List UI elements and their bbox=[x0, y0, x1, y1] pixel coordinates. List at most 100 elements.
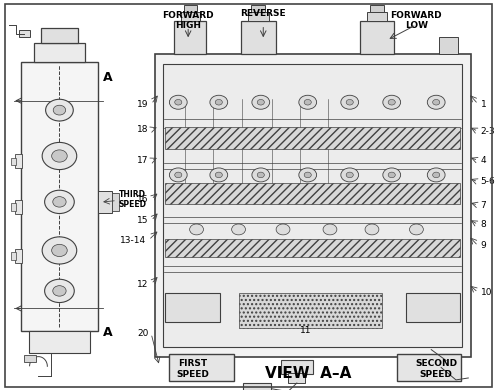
Text: 19: 19 bbox=[137, 100, 148, 109]
Bar bbox=[396, 354, 461, 381]
Circle shape bbox=[215, 99, 222, 105]
Circle shape bbox=[174, 99, 182, 105]
Bar bbox=[166, 239, 460, 256]
Bar bbox=[154, 54, 471, 357]
Bar bbox=[170, 354, 234, 381]
Circle shape bbox=[257, 99, 264, 105]
Circle shape bbox=[170, 168, 187, 182]
Text: 1: 1 bbox=[480, 100, 486, 109]
Circle shape bbox=[170, 95, 187, 109]
Text: A: A bbox=[102, 71, 113, 84]
Text: 2-3: 2-3 bbox=[480, 127, 496, 136]
Circle shape bbox=[304, 172, 312, 178]
Bar bbox=[370, 5, 384, 12]
Bar bbox=[360, 21, 394, 54]
Circle shape bbox=[174, 172, 182, 178]
Circle shape bbox=[53, 105, 66, 115]
Circle shape bbox=[42, 237, 76, 264]
Circle shape bbox=[232, 224, 245, 235]
Bar bbox=[12, 203, 16, 211]
Bar bbox=[28, 332, 90, 353]
Bar bbox=[252, 5, 265, 12]
Circle shape bbox=[215, 172, 222, 178]
Text: FORWARD
HIGH: FORWARD HIGH bbox=[162, 11, 214, 30]
Text: 11: 11 bbox=[300, 326, 311, 335]
Circle shape bbox=[432, 99, 440, 105]
Circle shape bbox=[276, 224, 290, 235]
Circle shape bbox=[53, 197, 66, 207]
Circle shape bbox=[304, 99, 312, 105]
Bar bbox=[248, 12, 268, 21]
Circle shape bbox=[341, 95, 358, 109]
Bar bbox=[12, 252, 16, 260]
Circle shape bbox=[299, 168, 316, 182]
Circle shape bbox=[299, 95, 316, 109]
Bar bbox=[184, 5, 197, 12]
Bar bbox=[166, 183, 460, 204]
Bar bbox=[438, 38, 458, 54]
Circle shape bbox=[432, 172, 440, 178]
Text: 18: 18 bbox=[137, 125, 148, 134]
Text: 20: 20 bbox=[138, 329, 148, 338]
Text: THIRD
SPEED: THIRD SPEED bbox=[119, 190, 147, 209]
Bar bbox=[166, 127, 460, 149]
Circle shape bbox=[388, 172, 396, 178]
Text: FIRST
SPEED: FIRST SPEED bbox=[176, 359, 210, 379]
Text: 5-6: 5-6 bbox=[480, 178, 496, 187]
Bar bbox=[238, 293, 382, 328]
Circle shape bbox=[190, 224, 203, 235]
Circle shape bbox=[52, 244, 67, 256]
Bar bbox=[406, 293, 460, 322]
Bar bbox=[15, 249, 22, 263]
Bar bbox=[180, 12, 200, 21]
Text: 13-14: 13-14 bbox=[120, 236, 146, 245]
Circle shape bbox=[210, 168, 228, 182]
Bar bbox=[174, 21, 206, 54]
Circle shape bbox=[252, 168, 270, 182]
Circle shape bbox=[365, 224, 379, 235]
Circle shape bbox=[346, 99, 354, 105]
Circle shape bbox=[346, 172, 354, 178]
Bar bbox=[241, 21, 276, 54]
Circle shape bbox=[252, 95, 270, 109]
Text: 9: 9 bbox=[480, 242, 486, 251]
Text: A: A bbox=[102, 326, 113, 339]
Text: VIEW  A–A: VIEW A–A bbox=[264, 366, 351, 381]
Circle shape bbox=[323, 224, 337, 235]
Circle shape bbox=[341, 168, 358, 182]
Text: 10: 10 bbox=[480, 288, 492, 297]
Text: FORWARD
LOW: FORWARD LOW bbox=[390, 11, 442, 30]
Bar bbox=[280, 361, 312, 374]
Bar bbox=[34, 43, 86, 61]
Circle shape bbox=[388, 99, 396, 105]
Circle shape bbox=[44, 190, 74, 213]
Bar bbox=[15, 200, 22, 214]
Circle shape bbox=[46, 99, 74, 121]
Text: 17: 17 bbox=[137, 156, 148, 165]
Circle shape bbox=[42, 142, 76, 170]
Circle shape bbox=[428, 168, 445, 182]
Text: 15: 15 bbox=[137, 216, 148, 225]
Circle shape bbox=[428, 95, 445, 109]
Bar bbox=[18, 30, 30, 38]
Bar bbox=[15, 154, 22, 169]
Circle shape bbox=[383, 168, 400, 182]
Bar bbox=[366, 12, 388, 21]
Circle shape bbox=[210, 95, 228, 109]
Bar bbox=[166, 293, 220, 322]
Circle shape bbox=[383, 95, 400, 109]
Bar bbox=[164, 63, 462, 347]
Bar bbox=[244, 383, 270, 391]
Circle shape bbox=[53, 286, 66, 296]
Circle shape bbox=[410, 224, 424, 235]
Text: 7: 7 bbox=[480, 201, 486, 210]
Bar bbox=[288, 373, 306, 383]
Text: 4: 4 bbox=[480, 156, 486, 165]
Circle shape bbox=[257, 172, 264, 178]
Text: 12: 12 bbox=[138, 280, 148, 289]
Bar bbox=[41, 28, 78, 43]
Bar bbox=[21, 61, 98, 332]
Bar bbox=[24, 355, 36, 362]
Bar bbox=[12, 158, 16, 165]
Text: SECOND
SPEED: SECOND SPEED bbox=[415, 359, 458, 379]
